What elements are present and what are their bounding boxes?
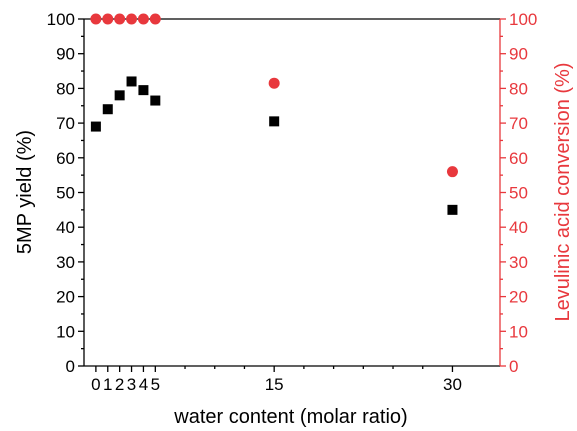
- y2-tick-label: 100: [509, 10, 537, 29]
- yield-point: [90, 121, 101, 132]
- conversion-point: [268, 77, 280, 89]
- x-axis-title: water content (molar ratio): [173, 406, 407, 428]
- conversion-point: [149, 13, 161, 25]
- x-axis: 0 1 2 3 4 5 15 30: [91, 366, 462, 394]
- x-tick-label: 15: [265, 375, 284, 394]
- yield-point: [138, 85, 149, 96]
- y2-tick-label: 70: [509, 114, 528, 133]
- x-tick-label: 3: [127, 375, 136, 394]
- yield-point: [126, 76, 137, 87]
- y2-tick-label: 0: [509, 357, 518, 376]
- y2-tick-label: 50: [509, 184, 528, 203]
- y-axis-left-title: 5MP yield (%): [14, 130, 36, 254]
- y-tick-label: 70: [56, 114, 75, 133]
- y-tick-label: 40: [56, 218, 75, 237]
- conversion-point: [126, 13, 138, 25]
- y-tick-label: 100: [47, 10, 75, 29]
- yield-point: [150, 95, 161, 106]
- y-tick-label: 90: [56, 45, 75, 64]
- y2-tick-label: 10: [509, 322, 528, 341]
- y-tick-label: 10: [56, 322, 75, 341]
- conversion-point: [446, 166, 458, 178]
- y2-tick-label: 60: [509, 149, 528, 168]
- y-tick-label: 60: [56, 149, 75, 168]
- yield-point: [447, 204, 458, 215]
- y-tick-label: 20: [56, 288, 75, 307]
- conversion-point: [102, 13, 114, 25]
- y-axis-left: 0 10 20 30 40 50 60 70 80 90 100: [47, 10, 84, 376]
- plot-frame: [83, 18, 501, 367]
- y2-tick-label: 80: [509, 79, 528, 98]
- y-tick-label: 50: [56, 184, 75, 203]
- conversion-point: [114, 13, 126, 25]
- y2-tick-label: 20: [509, 288, 528, 307]
- yield-point: [114, 90, 125, 101]
- y2-tick-label: 40: [509, 218, 528, 237]
- y-axis-right-title: Levulinic acid conversion (%): [552, 62, 574, 321]
- x-tick-label: 5: [151, 375, 160, 394]
- x-tick-label: 30: [443, 375, 462, 394]
- y-tick-label: 0: [66, 357, 75, 376]
- series-layer: [90, 13, 458, 215]
- y2-tick-label: 90: [509, 45, 528, 64]
- y2-tick-label: 30: [509, 253, 528, 272]
- x-tick-label: 1: [103, 375, 112, 394]
- x-tick-label: 0: [91, 375, 100, 394]
- x-tick-label: 4: [139, 375, 148, 394]
- conversion-point: [137, 13, 149, 25]
- y-tick-label: 80: [56, 79, 75, 98]
- y-axis-right: 0 10 20 30 40 50 60 70 80 90 100: [500, 10, 537, 376]
- x-tick-label: 2: [115, 375, 124, 394]
- y-tick-label: 30: [56, 253, 75, 272]
- conversion-point: [90, 13, 102, 25]
- yield-point: [102, 104, 113, 115]
- yield-point: [269, 116, 280, 127]
